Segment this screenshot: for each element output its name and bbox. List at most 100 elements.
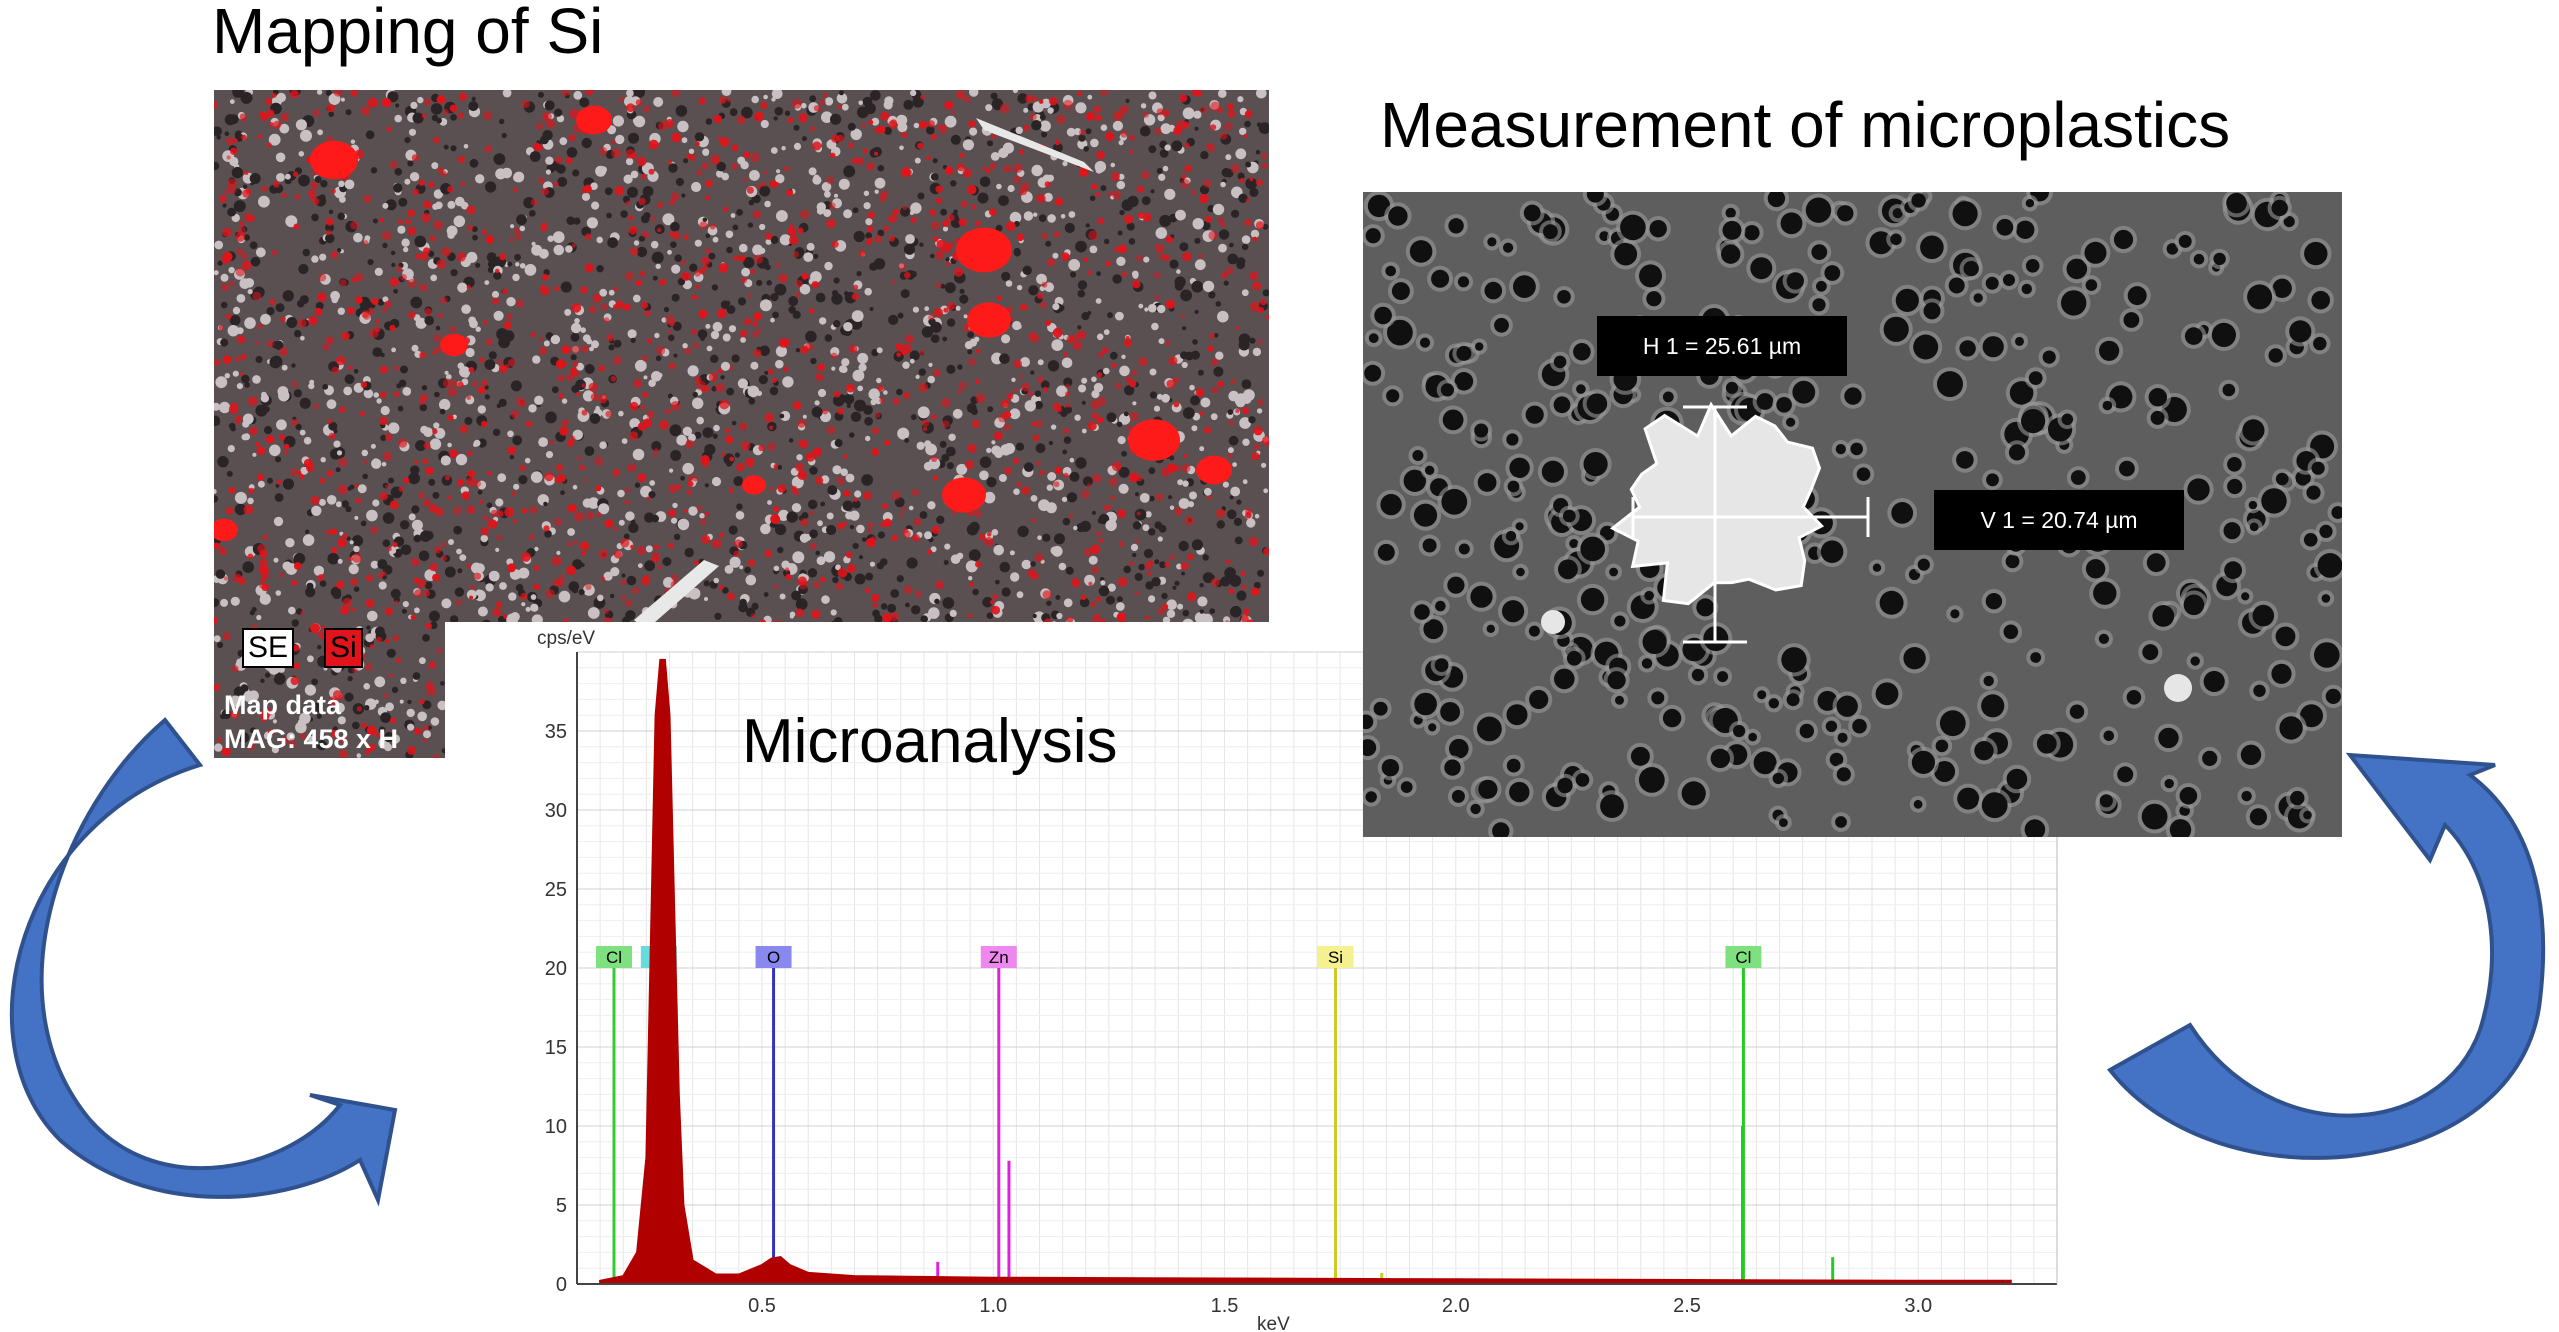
surface-pore [407,699,412,705]
surface-pore [560,490,565,496]
measurement-title: Measurement of microplastics [1380,89,2231,161]
surface-pore [942,336,948,342]
surface-pore [514,570,523,579]
surface-pore [728,525,738,535]
surface-pore [1127,195,1139,208]
surface-pore [1168,495,1173,500]
surface-pore [400,677,407,684]
si-signal-dot [1129,380,1137,388]
surface-pore [411,344,419,352]
si-signal-dot [668,362,676,370]
surface-pore [759,247,766,254]
si-signal-dot [549,440,555,445]
surface-pore [696,416,704,425]
surface-pore [472,234,478,241]
pore [2211,322,2236,347]
surface-pore [400,544,412,556]
si-signal-dot [435,648,442,654]
surface-pore [1145,581,1154,590]
surface-pore [915,374,920,379]
si-signal-dot [240,353,247,360]
si-signal-dot [795,462,805,472]
surface-pore [485,181,497,193]
surface-pore [1180,289,1192,302]
pore [1644,590,1654,601]
si-signal-dot [490,509,498,517]
surface-pore [673,533,681,540]
surface-pore [1016,284,1023,291]
si-signal-dot [851,293,859,301]
si-signal-dot [783,366,789,372]
surface-pore [1249,187,1259,197]
surface-pore [1015,126,1023,135]
si-signal-dot [1021,382,1031,392]
si-signal-dot [638,197,646,206]
si-signal-dot [812,141,822,151]
pore [2242,419,2265,442]
si-signal-dot [1191,190,1196,195]
si-signal-dot [1053,481,1060,488]
si-signal-dot [558,393,565,399]
surface-pore [1242,479,1248,485]
si-signal-dot [764,549,773,558]
surface-pore [1079,597,1090,608]
surface-pore [668,334,675,342]
surface-pore [214,635,221,643]
surface-pore [327,705,333,711]
surface-pore [386,648,396,658]
surface-pore [217,456,229,468]
surface-pore [1050,424,1057,430]
si-signal-dot [567,440,574,447]
surface-pore [826,512,834,520]
surface-pore [1023,107,1029,113]
si-signal-dot [1080,594,1087,601]
si-signal-dot [394,391,400,397]
surface-pore [861,474,873,486]
surface-pore [1148,528,1156,536]
surface-pore [1255,149,1261,155]
surface-pore [1179,242,1189,252]
si-signal-dot [718,585,724,591]
surface-pore [979,456,992,469]
si-signal-dot [919,120,928,129]
surface-pore [365,633,375,643]
si-signal-dot [1245,198,1251,203]
surface-pore [1046,484,1053,491]
surface-pore [1241,379,1252,389]
si-signal-dot [508,358,516,367]
si-signal-dot [612,468,621,477]
surface-pore [1106,412,1117,423]
surface-pore [1034,390,1042,397]
si-signal-dot [729,456,735,462]
si-signal-dot [496,535,502,541]
surface-pore [286,317,298,328]
surface-pore [853,230,865,243]
surface-pore [883,100,893,110]
si-signal-dot [330,251,338,259]
surface-pore [572,169,580,177]
si-signal-dot [623,303,631,311]
surface-pore [327,552,339,565]
left-curved-arrow-icon [9,717,398,1207]
pore [2241,592,2250,601]
surface-pore [1236,260,1245,270]
si-signal-dot [337,484,348,495]
si-signal-dot [736,463,745,472]
si-signal-dot [763,170,768,175]
surface-pore [375,626,385,637]
surface-pore [1227,253,1239,265]
si-signal-dot [468,367,475,373]
si-signal-dot [719,532,725,538]
surface-pore [372,218,378,224]
surface-pore [1148,91,1157,100]
surface-pore [257,480,265,488]
surface-pore [1143,256,1150,263]
surface-pore [428,610,440,622]
surface-pore [337,307,345,315]
surface-pore [851,310,864,322]
surface-pore [401,608,407,614]
surface-pore [464,416,473,425]
si-signal-dot [544,472,554,482]
surface-pore [506,297,516,307]
si-signal-dot [594,456,604,467]
